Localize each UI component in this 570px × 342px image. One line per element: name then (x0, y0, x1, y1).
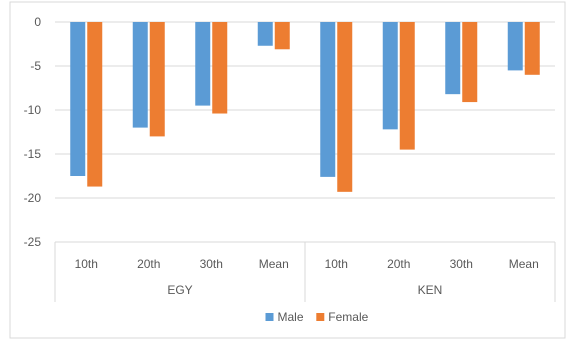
legend-swatch-male (265, 313, 274, 321)
y-tick-label: 0 (34, 15, 41, 29)
bar-male-egy-30th (195, 22, 211, 106)
legend: Male Female (265, 310, 369, 324)
y-tick-label: -5 (30, 59, 41, 73)
x-group-label: EGY (167, 283, 192, 297)
x-axis: 10th 20th 30th Mean 10th 20th 30th Mean EGY KEN (54, 242, 556, 302)
legend-swatch-female (316, 313, 325, 321)
y-tick-label: -10 (24, 103, 42, 117)
x-category-label: 20th (137, 257, 160, 271)
x-category-label: 20th (387, 257, 410, 271)
bar-female-ken-20th (399, 22, 415, 150)
x-category-label: 30th (450, 257, 473, 271)
bar-female-egy-20th (149, 22, 165, 137)
x-category-label: 30th (200, 257, 223, 271)
bar-female-ken-10th (337, 22, 353, 192)
bar-female-ken-mean (524, 22, 540, 75)
bar-female-egy-30th (212, 22, 228, 114)
y-tick-label: -15 (24, 147, 42, 161)
legend-label-female: Female (328, 310, 368, 324)
bar-female-egy-10th (87, 22, 103, 187)
bar-male-egy-20th (132, 22, 148, 128)
bar-male-ken-30th (445, 22, 461, 95)
bars (70, 22, 540, 192)
bar-male-ken-10th (320, 22, 336, 177)
x-group-label: KEN (418, 283, 443, 297)
bar-female-ken-30th (462, 22, 478, 103)
bar-male-ken-20th (382, 22, 398, 130)
legend-label-male: Male (278, 310, 304, 324)
bar-male-egy-10th (70, 22, 86, 176)
x-category-label: Mean (259, 257, 289, 271)
y-axis: 0 -5 -10 -15 -20 -25 (24, 15, 42, 249)
x-category-label: 10th (325, 257, 348, 271)
bar-male-egy-mean (257, 22, 273, 46)
x-category-label: Mean (509, 257, 539, 271)
y-tick-label: -20 (24, 191, 42, 205)
bar-male-ken-mean (507, 22, 523, 71)
bar-female-egy-mean (274, 22, 290, 50)
y-tick-label: -25 (24, 235, 42, 249)
x-category-label: 10th (75, 257, 98, 271)
